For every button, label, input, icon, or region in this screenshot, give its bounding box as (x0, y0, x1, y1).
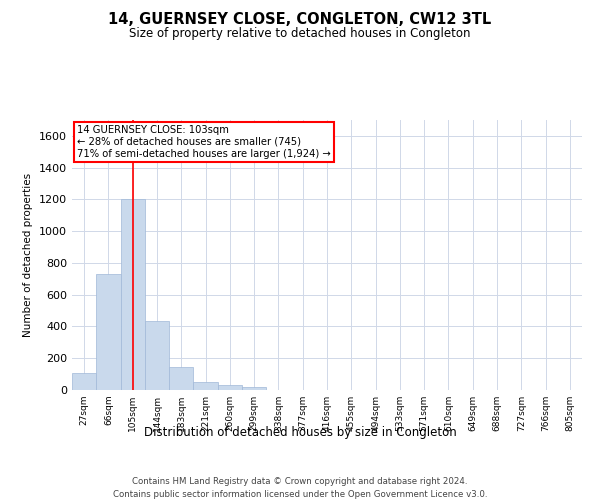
Text: Distribution of detached houses by size in Congleton: Distribution of detached houses by size … (143, 426, 457, 439)
Bar (218, 385, 242, 390)
Bar (145, 321, 169, 390)
Bar (242, 387, 266, 390)
Bar (96, 274, 121, 390)
Text: Contains HM Land Registry data © Crown copyright and database right 2024.: Contains HM Land Registry data © Crown c… (132, 478, 468, 486)
Text: 14, GUERNSEY CLOSE, CONGLETON, CW12 3TL: 14, GUERNSEY CLOSE, CONGLETON, CW12 3TL (109, 12, 491, 28)
Text: 14 GUERNSEY CLOSE: 103sqm
← 28% of detached houses are smaller (745)
71% of semi: 14 GUERNSEY CLOSE: 103sqm ← 28% of detac… (77, 126, 331, 158)
Y-axis label: Number of detached properties: Number of detached properties (23, 173, 34, 337)
Text: Size of property relative to detached houses in Congleton: Size of property relative to detached ho… (129, 28, 471, 40)
Bar (72, 374, 96, 390)
Bar (121, 200, 145, 390)
Bar (169, 367, 193, 390)
Bar (193, 382, 218, 390)
Text: Contains public sector information licensed under the Open Government Licence v3: Contains public sector information licen… (113, 490, 487, 499)
